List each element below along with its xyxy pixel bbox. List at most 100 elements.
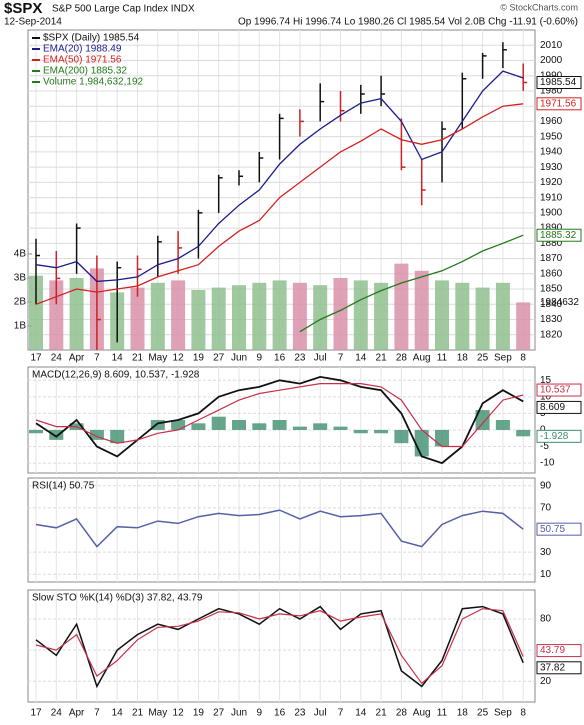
legend-label: Volume 1,984,632,192 xyxy=(43,77,144,88)
x-tick-label: 11 xyxy=(437,708,448,719)
macd-histogram-bar xyxy=(374,429,389,434)
y-tick-label: 1930 xyxy=(540,162,563,173)
x-tick-label: 7 xyxy=(338,708,344,719)
y-tick-label: 1940 xyxy=(540,147,563,158)
macd-histogram-bar xyxy=(150,420,165,430)
x-tick-label: 14 xyxy=(355,353,367,364)
y-tick-label: 1840 xyxy=(540,299,563,310)
index-name: S&P 500 Large Cap Index INDX xyxy=(52,4,195,15)
macd-histogram-bar xyxy=(495,420,510,430)
x-tick-label: 17 xyxy=(30,353,42,364)
value-tag-label: 43.79 xyxy=(540,645,565,656)
macd-histogram-bar xyxy=(29,429,43,434)
x-tick-label: Aug xyxy=(413,353,431,364)
x-tick-label: 27 xyxy=(213,708,225,719)
value-tag xyxy=(536,383,582,397)
x-tick-label: 23 xyxy=(294,353,306,364)
macd-histogram-bar xyxy=(353,429,368,434)
x-tick-label: 9 xyxy=(257,708,263,719)
y-tick-label: 1900 xyxy=(540,207,563,218)
panel-label: Slow STO %K(14) %D(3) 37.82, 43.79 xyxy=(32,593,203,604)
x-tick-label: 27 xyxy=(213,353,225,364)
macd-histogram-bar xyxy=(211,416,226,430)
volume-bar xyxy=(455,282,470,350)
macd-histogram-bar xyxy=(171,420,186,430)
indicator-line xyxy=(35,608,524,685)
legend-label: $SPX (Daily) 1985.54 xyxy=(43,33,140,44)
ema-line xyxy=(35,103,524,305)
volume-bar xyxy=(69,278,84,350)
x-tick-label: 12 xyxy=(173,708,185,719)
y-tick-label: 2000 xyxy=(540,55,563,66)
x-tick-label: 21 xyxy=(132,708,144,719)
volume-bar xyxy=(394,263,409,350)
y-tick-label: -10 xyxy=(540,458,555,469)
macd-histogram-bar xyxy=(191,423,206,430)
x-tick-label: May xyxy=(148,708,167,719)
sto-frame xyxy=(27,589,536,703)
y-tick-label: 10 xyxy=(540,569,552,580)
x-tick-label: 7 xyxy=(94,708,100,719)
y-tick-label: 30 xyxy=(540,547,552,558)
macd-histogram-bar xyxy=(49,429,64,440)
x-tick-label: 11 xyxy=(437,353,448,364)
legend-label: EMA(50) 1971.56 xyxy=(43,55,122,66)
x-tick-label: 8 xyxy=(520,708,526,719)
volume-bar xyxy=(414,270,429,350)
ema-line xyxy=(35,70,524,283)
x-tick-label: 21 xyxy=(376,353,388,364)
y-tick-label: 1880 xyxy=(540,238,563,249)
x-tick-label: 14 xyxy=(112,708,124,719)
macd-histogram-bar xyxy=(252,423,267,430)
x-tick-label: 21 xyxy=(376,708,388,719)
x-tick-label: 19 xyxy=(193,353,205,364)
macd-histogram-bar xyxy=(313,423,328,430)
x-tick-label: 24 xyxy=(51,353,63,364)
value-tag-label: -1.928 xyxy=(540,431,569,442)
macd-histogram-bar xyxy=(110,429,125,444)
x-tick-label: Jun xyxy=(231,708,247,719)
y-tick-label: 1950 xyxy=(540,131,563,142)
volume-bar xyxy=(211,287,226,350)
x-tick-label: 25 xyxy=(477,708,489,719)
value-tag-label: 1885.32 xyxy=(540,230,577,241)
macd-line xyxy=(35,375,524,465)
x-tick-label: Apr xyxy=(69,353,85,364)
y-tick-label: 1860 xyxy=(540,268,563,279)
x-tick-label: 16 xyxy=(274,708,286,719)
y-tick-label: 10 xyxy=(540,391,552,402)
y-tick-label: 70 xyxy=(540,503,552,514)
panel-label: RSI(14) 50.75 xyxy=(32,481,95,492)
x-tick-label: 9 xyxy=(257,353,263,364)
volume-tick-label: 3B xyxy=(14,273,27,284)
volume-bar xyxy=(495,282,510,350)
macd-histogram-bar xyxy=(475,410,490,430)
macd-histogram-bar xyxy=(232,420,246,430)
value-tag xyxy=(536,522,582,536)
y-tick-label: 1980 xyxy=(540,86,563,97)
volume-tick-label: 1B xyxy=(14,321,27,332)
value-tag xyxy=(536,76,582,90)
y-tick-label: 90 xyxy=(540,480,552,491)
macd-histogram-bar xyxy=(333,426,348,430)
x-tick-label: 24 xyxy=(51,708,63,719)
macd-histogram-bar xyxy=(394,429,409,444)
indicator-line xyxy=(35,509,524,548)
x-tick-label: May xyxy=(148,353,167,364)
volume-bar xyxy=(333,278,348,350)
credit: © StockCharts.com xyxy=(500,2,578,12)
value-tag xyxy=(536,429,582,443)
volume-bar xyxy=(516,302,531,350)
panel-label: MACD(12,26,9) 8.609, 10.537, -1.928 xyxy=(32,370,200,381)
x-tick-label: 14 xyxy=(355,708,367,719)
x-tick-label: 14 xyxy=(112,353,124,364)
volume-bar xyxy=(292,282,307,350)
y-tick-label: 1870 xyxy=(540,253,563,264)
y-tick-label: 20 xyxy=(540,676,552,687)
value-tag-label: 1971.56 xyxy=(540,98,577,109)
value-tag xyxy=(536,661,582,675)
y-tick-label: 1850 xyxy=(540,284,563,295)
x-tick-label: Sep xyxy=(494,353,512,364)
volume-bar xyxy=(171,280,186,350)
